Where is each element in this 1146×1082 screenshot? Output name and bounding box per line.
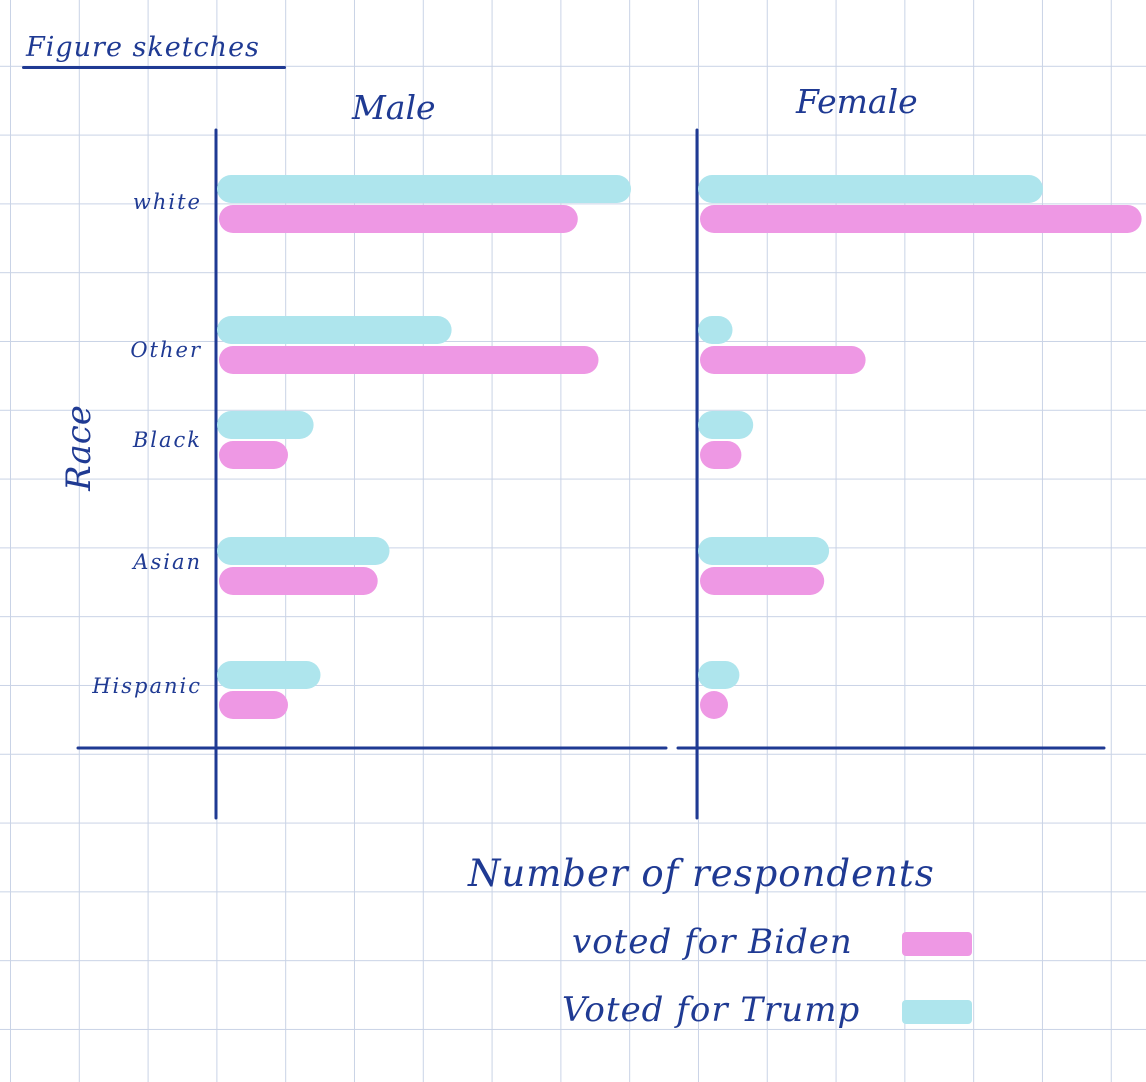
legend-swatch-biden	[902, 932, 972, 956]
bar-biden-female-asian	[700, 567, 825, 595]
legend-label-trump: Voted for Trump	[562, 990, 861, 1030]
legend-label-biden: voted for Biden	[572, 922, 853, 962]
category-label-other: Other	[130, 338, 202, 362]
category-label-white: white	[132, 190, 202, 214]
bar-trump-male-white	[217, 175, 631, 203]
bar-trump-male-hispanic	[217, 661, 321, 689]
category-label-hispanic: Hispanic	[92, 674, 202, 698]
category-label-black: Black	[132, 428, 202, 452]
bar-trump-female-asian	[698, 537, 830, 565]
bar-biden-male-other	[219, 346, 599, 374]
bar-biden-male-white	[219, 205, 578, 233]
bar-trump-female-other	[698, 316, 733, 344]
legend-swatch-trump	[902, 1000, 972, 1024]
panel-title-female: Female	[796, 82, 918, 121]
bar-biden-female-hispanic	[700, 691, 728, 719]
bar-biden-male-hispanic	[219, 691, 288, 719]
bar-trump-female-white	[698, 175, 1043, 203]
x-axis-label: Number of respondents	[468, 852, 935, 895]
bar-trump-female-hispanic	[698, 661, 740, 689]
title-underline	[22, 66, 286, 69]
bar-biden-male-asian	[219, 567, 378, 595]
panel-title-male: Male	[352, 88, 436, 127]
bar-trump-male-black	[217, 411, 314, 439]
bar-biden-male-black	[219, 441, 288, 469]
bar-trump-male-other	[217, 316, 452, 344]
category-label-asian: Asian	[133, 550, 202, 574]
bar-trump-female-black	[698, 411, 754, 439]
bar-biden-female-black	[700, 441, 742, 469]
page-title: Figure sketches	[26, 32, 260, 63]
bar-biden-female-white	[700, 205, 1142, 233]
bar-trump-male-asian	[217, 537, 390, 565]
bar-biden-female-other	[700, 346, 866, 374]
